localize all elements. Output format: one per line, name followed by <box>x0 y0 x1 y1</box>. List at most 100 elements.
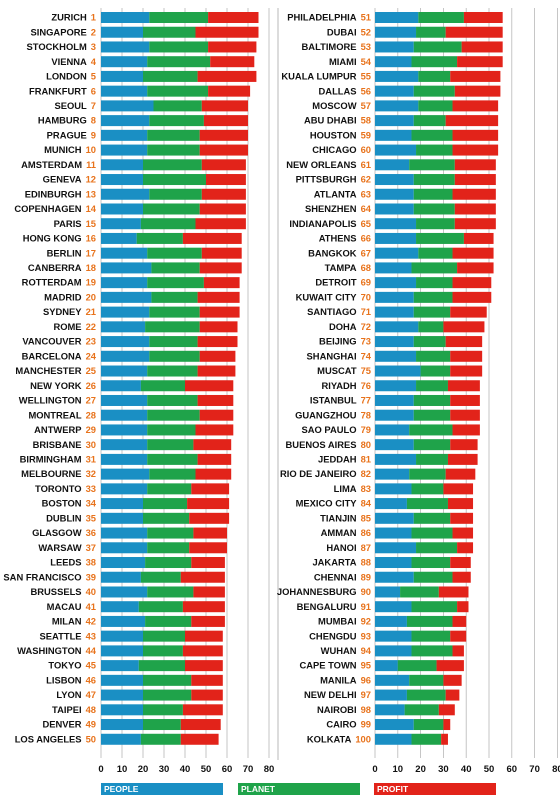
city-label: TAMPA 68 <box>325 262 371 273</box>
city-rank: 92 <box>361 616 371 627</box>
bar-people <box>101 203 143 215</box>
city-rank: 59 <box>361 129 371 140</box>
table-row: DUBAI 52 <box>327 26 503 38</box>
city-label: JEDDAH 81 <box>318 454 371 465</box>
bar-profit <box>208 41 257 53</box>
x-tick-label: 30 <box>159 764 170 775</box>
bar-people <box>375 100 419 112</box>
table-row: HAMBURG 8 <box>38 115 248 127</box>
city-name: BERLIN <box>47 247 82 258</box>
x-tick-label: 50 <box>484 764 495 775</box>
bar-profit <box>452 144 499 156</box>
city-name: WARSAW <box>38 542 81 553</box>
city-rank: 82 <box>361 468 371 479</box>
bar-profit <box>452 645 464 657</box>
bar-planet <box>149 12 209 23</box>
table-row: ISTANBUL 77 <box>310 395 480 406</box>
table-row: LOS ANGELES 50 <box>15 733 219 745</box>
city-label: GENEVA 12 <box>43 174 96 185</box>
table-row: LYON 47 <box>56 689 223 701</box>
bar-planet <box>143 674 192 686</box>
bar-planet <box>138 601 183 613</box>
city-name: CHICAGO <box>312 144 356 155</box>
bar-planet <box>413 291 453 303</box>
bar-people <box>375 277 417 289</box>
bar-profit <box>463 12 503 23</box>
bar-people <box>101 409 148 421</box>
city-name: AMSTERDAM <box>21 159 82 170</box>
bar-profit <box>443 483 474 495</box>
city-label: BUENOS AIRES 80 <box>286 439 371 450</box>
bar-people <box>101 674 143 686</box>
city-name: DUBLIN <box>46 512 82 523</box>
city-label: WARSAW 37 <box>38 542 96 553</box>
table-row: ZURICH 1 <box>51 12 259 23</box>
bar-planet <box>418 70 451 82</box>
city-name: MANILA <box>320 674 357 685</box>
city-name: BARCELONA <box>22 350 82 361</box>
city-rank: 69 <box>361 277 371 288</box>
city-label: GUANGZHOU 78 <box>295 409 371 420</box>
city-name: RIO DE JANEIRO <box>280 468 357 479</box>
table-row: CHENGDU 93 <box>309 630 467 642</box>
bar-profit <box>197 453 232 465</box>
table-row: DUBLIN 35 <box>46 512 230 524</box>
bar-people <box>101 615 146 627</box>
city-rank: 63 <box>361 188 371 199</box>
x-tick-label: 70 <box>243 764 254 775</box>
bar-people <box>101 159 143 171</box>
table-row: BERLIN 17 <box>47 247 242 259</box>
bar-planet <box>413 41 462 53</box>
bar-profit <box>438 586 469 598</box>
table-row: TORONTO 33 <box>35 483 230 495</box>
city-rank: 71 <box>361 306 371 317</box>
bar-people <box>101 174 143 186</box>
city-name: JEDDAH <box>318 454 357 465</box>
city-label: SYDNEY 21 <box>43 306 96 317</box>
city-rank: 50 <box>86 733 96 744</box>
city-rank: 39 <box>86 571 96 582</box>
city-name: SAN FRANCISCO <box>3 571 81 582</box>
table-row: JEDDAH 81 <box>318 454 478 465</box>
bar-planet <box>418 321 444 333</box>
city-name: MUMBAI <box>318 616 357 627</box>
city-label: LONDON 5 <box>46 71 96 82</box>
city-name: GUANGZHOU <box>295 409 357 420</box>
table-row: DENVER 49 <box>42 719 221 731</box>
bar-people <box>101 630 143 642</box>
table-row: SAO PAULO 79 <box>302 424 480 436</box>
city-rank: 33 <box>86 483 96 494</box>
bar-profit <box>185 380 234 392</box>
city-rank: 98 <box>361 704 371 715</box>
city-name: MUNICH <box>44 144 82 155</box>
bar-profit <box>436 660 464 672</box>
city-rank: 32 <box>86 468 96 479</box>
table-row: BIRMINGHAM 31 <box>20 454 232 465</box>
bar-profit <box>450 70 501 82</box>
bar-profit <box>191 557 225 569</box>
city-label: AMSTERDAM 11 <box>21 159 96 170</box>
city-name: SANTIAGO <box>307 306 356 317</box>
bar-profit <box>185 660 223 672</box>
table-row: AMSTERDAM 11 <box>21 159 246 171</box>
bar-profit <box>457 542 474 554</box>
city-name: SINGAPORE <box>31 26 87 37</box>
bar-planet <box>420 365 451 377</box>
table-row: LISBON 46 <box>46 674 223 686</box>
bar-profit <box>450 394 480 406</box>
city-label: MANILA 96 <box>320 674 371 685</box>
x-tick-label: 70 <box>529 764 540 775</box>
city-name: ANTWERP <box>34 424 81 435</box>
bar-planet <box>143 689 192 701</box>
city-name: PRAGUE <box>47 129 87 140</box>
table-row: INDIANAPOLIS 65 <box>289 218 496 230</box>
bar-profit <box>450 365 483 377</box>
bar-planet <box>413 188 453 200</box>
table-row: WELLINGTON 27 <box>19 395 234 406</box>
city-rank: 30 <box>86 439 96 450</box>
bar-planet <box>147 394 198 406</box>
city-rank: 40 <box>86 586 96 597</box>
city-rank: 91 <box>361 601 371 612</box>
table-row: COPENHAGEN 14 <box>14 203 246 215</box>
city-name: PITTSBURGH <box>296 174 357 185</box>
